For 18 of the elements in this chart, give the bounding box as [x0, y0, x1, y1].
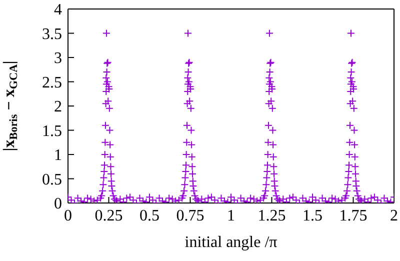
x-tick-label: 1.25 [258, 207, 286, 224]
x-tick-label: 1 [227, 207, 235, 224]
y-tick-label: 3.5 [42, 26, 62, 43]
x-axis-title: initial angle /π [184, 234, 278, 251]
y-tick-label: 4 [54, 2, 62, 19]
x-tick-label: 0.75 [176, 207, 204, 224]
x-tick-label: 1.75 [339, 207, 368, 224]
y-tick-label: 1.5 [42, 122, 62, 140]
y-tick-label: 3 [54, 50, 62, 68]
y-tick-label: 1 [54, 147, 62, 164]
x-tick-label: 2 [390, 207, 398, 224]
y-tick-label: 0.5 [42, 171, 62, 188]
y-tick-label: 2.5 [42, 74, 62, 92]
x-tick-label: 0.5 [140, 207, 160, 224]
y-tick-label: 0 [54, 196, 62, 213]
x-tick-label: 1.5 [302, 207, 322, 224]
x-tick-label: 0.25 [94, 207, 123, 224]
y-tick-label: 2 [54, 98, 62, 116]
